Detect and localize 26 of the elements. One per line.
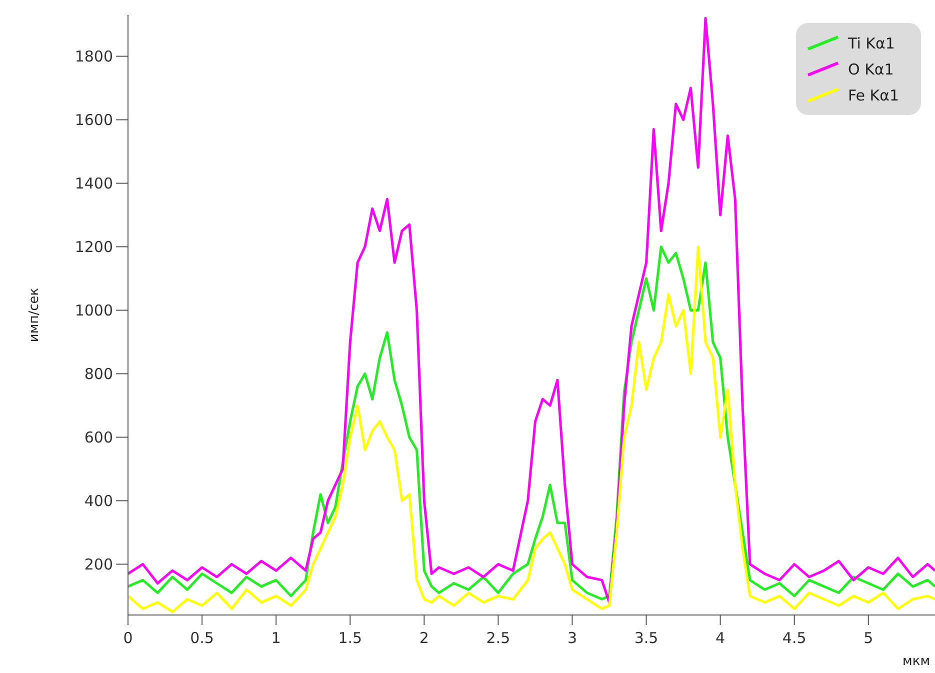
- x-tick-label: 3: [567, 629, 577, 647]
- x-tick-label: 4.5: [782, 629, 806, 647]
- y-axis-title: имп/сек: [27, 288, 42, 342]
- y-tick-label: 1600: [74, 111, 113, 130]
- y-tick-label: 600: [84, 428, 113, 446]
- x-tick-label: 3.5: [634, 629, 658, 647]
- y-tick-label: 400: [84, 492, 113, 510]
- y-tick-label: 1200: [74, 238, 113, 256]
- legend-label: O Kα1: [848, 60, 894, 78]
- legend-label: Ti Kα1: [847, 34, 895, 52]
- x-tick-label: 0.5: [190, 629, 214, 647]
- y-tick-label: 800: [84, 364, 113, 383]
- y-tick-label: 1400: [74, 174, 113, 193]
- y-tick-label: 1800: [74, 48, 113, 66]
- legend-label: Fe Kα1: [848, 86, 900, 104]
- x-tick-label: 1: [271, 629, 281, 647]
- x-tick-label: 2.5: [486, 629, 510, 647]
- y-tick-label: 200: [84, 555, 113, 574]
- line-series: [126, 16, 935, 604]
- x-tick-label: 1.5: [338, 629, 362, 647]
- x-axis-title: мкм: [902, 654, 930, 669]
- x-tick-label: 4: [716, 629, 726, 647]
- y-tick-label: 1000: [74, 301, 113, 320]
- x-tick-label: 0: [123, 629, 133, 647]
- x-tick-label: 2: [419, 629, 429, 647]
- x-tick-label: 5: [864, 629, 874, 647]
